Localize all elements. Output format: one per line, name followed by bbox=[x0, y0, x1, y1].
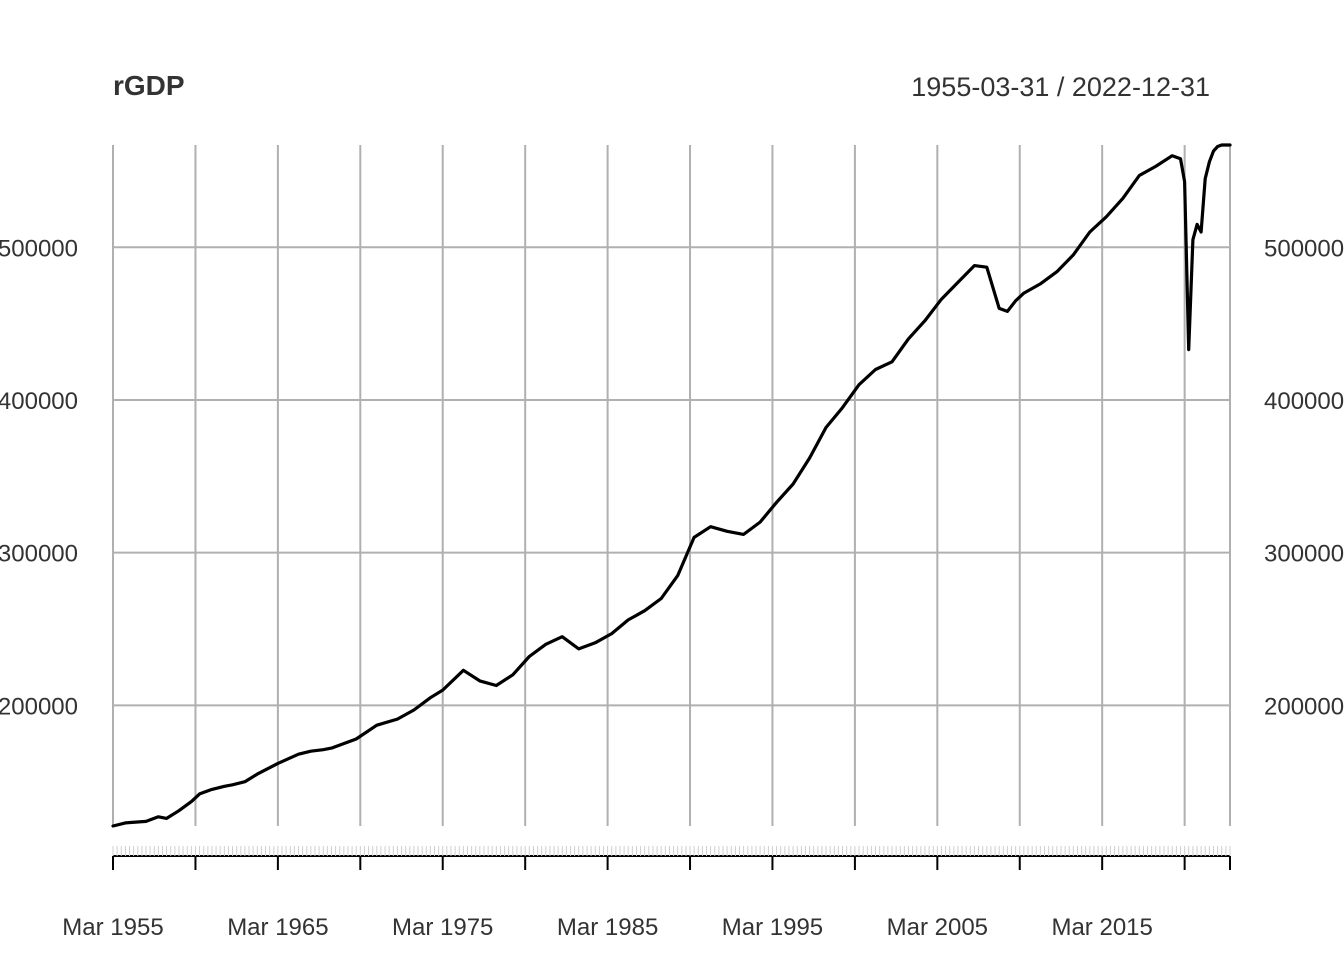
x-tick-label: Mar 1955 bbox=[62, 914, 163, 941]
y-tick-label-right: 400000 bbox=[1264, 388, 1344, 415]
y-tick-label-right: 500000 bbox=[1264, 235, 1344, 262]
y-tick-label-right: 200000 bbox=[1264, 693, 1344, 720]
y-axis-labels: 200000 200000 300000 300000 400000 400000 5000… bbox=[0, 235, 1344, 720]
x-axis: Mar 1955 Mar 1965 Mar 1975 Mar 1985 Mar 1995… bbox=[62, 846, 1231, 941]
y-tick-label-right: 300000 bbox=[1264, 541, 1344, 568]
x-tick-label: Mar 1975 bbox=[392, 914, 493, 941]
y-tick-label-left: 200000 bbox=[0, 693, 78, 720]
chart-title: rGDP bbox=[113, 70, 185, 101]
date-range-label: 1955-03-31 / 2022-12-31 bbox=[911, 72, 1210, 102]
grid bbox=[112, 145, 1231, 826]
series-line bbox=[111, 143, 1232, 828]
x-tick-label: Mar 1985 bbox=[557, 914, 658, 941]
x-tick-label: Mar 2005 bbox=[887, 914, 988, 941]
minor-ticks bbox=[112, 846, 1231, 856]
x-tick-label: Mar 2015 bbox=[1051, 914, 1152, 941]
y-tick-label-left: 400000 bbox=[0, 388, 78, 415]
series-layer bbox=[111, 143, 1232, 828]
x-tick-label: Mar 1995 bbox=[722, 914, 823, 941]
y-tick-label-left: 300000 bbox=[0, 541, 78, 568]
x-tick-label: Mar 1965 bbox=[227, 914, 328, 941]
y-tick-label-left: 500000 bbox=[0, 235, 78, 262]
